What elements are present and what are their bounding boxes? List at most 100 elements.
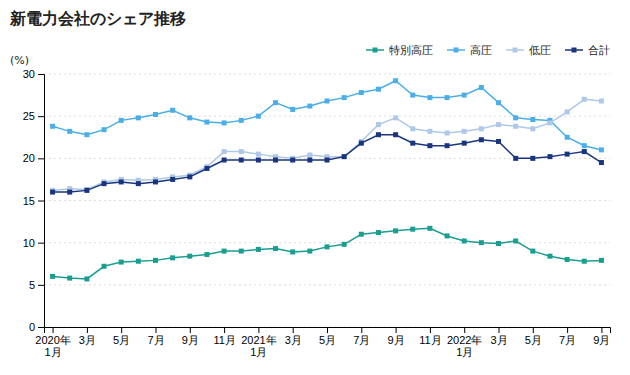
title: 新電力会社のシェア推移 [9,9,186,28]
legend-item: 特別高圧 [366,44,433,57]
tick-mark [38,116,44,117]
tick: 15 [23,195,44,207]
line [53,135,602,192]
tick-mark [567,327,568,333]
marks [50,78,604,281]
tick-mark [38,327,44,328]
tick-mark [361,327,362,333]
grid-line [44,116,610,117]
marker [359,90,364,95]
line [53,99,602,190]
series [50,132,604,194]
marker [239,118,244,123]
marker [204,252,209,257]
marker [462,129,467,134]
marker [427,95,432,100]
tick-mark [38,201,44,202]
marker [462,141,467,146]
tick-label: 10 [23,237,35,249]
marker [119,118,124,123]
marker [84,187,89,192]
marker [496,122,501,127]
tick: 7月 [559,327,576,346]
plot-area: 0510152025302020年1月3月5月7月9月11月2021年1月3月5… [23,68,611,358]
marker [67,190,72,195]
marker [187,174,192,179]
axis-line [38,75,45,328]
marker [67,276,72,281]
line [53,228,602,279]
legend-label: 特別高圧 [389,44,433,57]
marker [170,177,175,182]
series [50,78,604,152]
marker [582,97,587,102]
marker [273,100,278,105]
marker [204,120,209,125]
marker [582,149,587,154]
tick-label: 5月 [113,334,130,346]
legend-marker [454,48,459,53]
marker [187,254,192,259]
axis-line [45,328,611,334]
series [50,226,604,282]
marker [273,158,278,163]
tick: 3月 [285,327,302,346]
tick-label: 2021年1月 [241,334,276,358]
marker [410,93,415,98]
marker [342,242,347,247]
marker [136,115,141,120]
marker [222,249,227,254]
tick-label: 25 [23,110,35,122]
tick-mark [38,74,44,75]
tick: 5 [29,279,44,291]
marker [342,154,347,159]
tick-mark [258,327,259,333]
grid-line [44,284,610,285]
marker [136,181,141,186]
marker [599,98,604,103]
marker [599,160,604,165]
marker [445,143,450,148]
tick: 2021年1月 [241,327,276,358]
grid-line [44,74,610,75]
marker [410,141,415,146]
tick: 3月 [79,327,96,346]
marker [513,238,518,243]
tick: 3月 [490,327,507,346]
marker [153,258,158,263]
marker [427,143,432,148]
tick-label: 3月 [79,334,96,346]
tick: 11月 [213,327,235,346]
legend: 特別高圧高圧低圧合計 [366,44,610,57]
marker [530,117,535,122]
marker [565,109,570,114]
marker [479,85,484,90]
marker [119,179,124,184]
tick: 2022年1月 [447,327,482,358]
tick-label: 11月 [419,334,441,346]
marker [496,100,501,105]
tick-mark [121,327,122,333]
marker [153,179,158,184]
marker [479,240,484,245]
marker [445,95,450,100]
marker [273,246,278,251]
series [50,97,604,193]
marker [565,135,570,140]
tick: 0 [29,321,44,333]
legend-item: 低圧 [506,44,551,57]
marker [290,249,295,254]
marker [359,232,364,237]
tick-mark [87,327,88,333]
tick-label: 9月 [388,334,405,346]
legend-marker [373,48,378,53]
marker [84,132,89,137]
x-axis: 2020年1月3月5月7月9月11月2021年1月3月5月7月9月11月2022… [35,327,610,358]
marker [325,98,330,103]
y-axis: 051015202530 [23,68,45,333]
marker [307,152,312,157]
tick-label: 0 [29,321,35,333]
marker [222,120,227,125]
tick-label: 7月 [353,334,370,346]
tick: 7月 [147,327,164,346]
